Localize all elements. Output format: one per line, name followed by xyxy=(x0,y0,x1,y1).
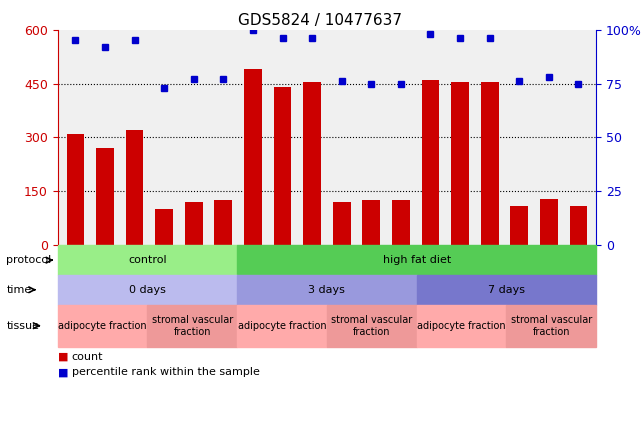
Text: GDS5824 / 10477637: GDS5824 / 10477637 xyxy=(238,13,403,27)
Text: adipocyte fraction: adipocyte fraction xyxy=(238,321,326,331)
Bar xyxy=(392,201,410,245)
Bar xyxy=(244,69,262,245)
Text: control: control xyxy=(128,255,167,265)
Text: ■: ■ xyxy=(58,352,68,362)
Text: stromal vascular
fraction: stromal vascular fraction xyxy=(331,315,412,337)
Bar xyxy=(569,206,587,245)
Text: 0 days: 0 days xyxy=(129,285,166,295)
Bar xyxy=(126,130,144,245)
Bar xyxy=(215,201,232,245)
Text: tissue: tissue xyxy=(6,321,39,331)
Bar xyxy=(155,209,173,245)
Text: stromal vascular
fraction: stromal vascular fraction xyxy=(152,315,233,337)
Bar xyxy=(274,87,292,245)
Text: percentile rank within the sample: percentile rank within the sample xyxy=(72,367,260,377)
Text: adipocyte fraction: adipocyte fraction xyxy=(58,321,147,331)
Text: count: count xyxy=(72,352,103,362)
Text: ■: ■ xyxy=(58,367,68,377)
Bar xyxy=(422,80,439,245)
Bar xyxy=(451,82,469,245)
Text: time: time xyxy=(6,285,31,295)
Bar xyxy=(96,148,114,245)
Text: 7 days: 7 days xyxy=(488,285,525,295)
Text: high fat diet: high fat diet xyxy=(383,255,451,265)
Text: protocol: protocol xyxy=(6,255,52,265)
Text: stromal vascular
fraction: stromal vascular fraction xyxy=(511,315,592,337)
Text: 3 days: 3 days xyxy=(308,285,345,295)
Bar xyxy=(67,134,85,245)
Bar xyxy=(362,201,380,245)
Text: adipocyte fraction: adipocyte fraction xyxy=(417,321,506,331)
Bar xyxy=(185,202,203,245)
Bar xyxy=(510,206,528,245)
Bar xyxy=(540,199,558,245)
Bar xyxy=(303,82,321,245)
Bar xyxy=(481,82,499,245)
Bar xyxy=(333,202,351,245)
